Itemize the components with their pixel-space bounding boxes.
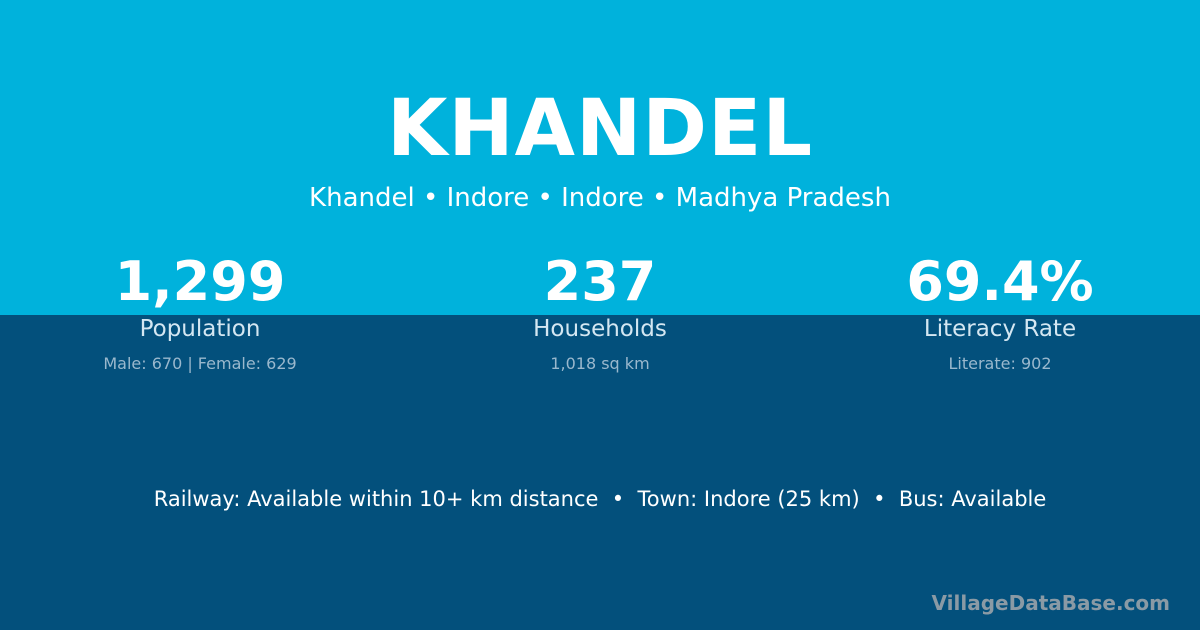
stat-value: 1,299 — [114, 250, 286, 313]
stat-value: 237 — [543, 250, 657, 313]
brand-logo: VillageDataBase.com — [931, 591, 1170, 615]
page-title: KHANDEL — [386, 84, 814, 174]
header-band — [0, 0, 1200, 315]
stat-detail: Literate: 902 — [948, 354, 1052, 373]
stat-detail: Male: 670 | Female: 629 — [103, 354, 297, 373]
stat-label: Population — [139, 316, 261, 342]
stat-label: Literacy Rate — [923, 316, 1077, 342]
location-breadcrumb: Khandel • Indore • Indore • Madhya Prade… — [309, 183, 891, 213]
stat-detail: 1,018 sq km — [550, 354, 650, 373]
stat-value: 69.4% — [906, 250, 1094, 313]
connectivity-info: Railway: Available within 10+ km distanc… — [153, 487, 1047, 511]
stat-label: Households — [533, 316, 667, 342]
